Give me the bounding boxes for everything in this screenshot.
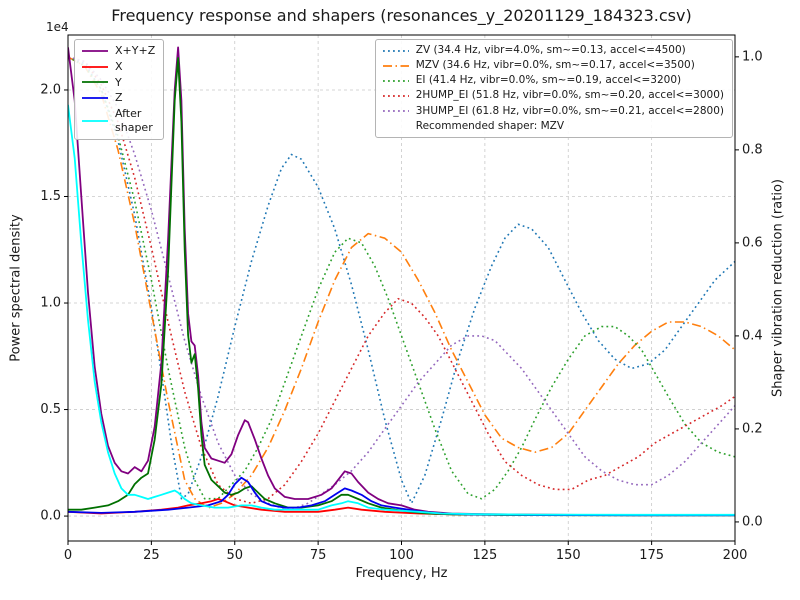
x-tick-label: 100 (389, 548, 414, 563)
y-left-tick-label: 0.0 (40, 509, 61, 524)
zv-line-swatch (382, 49, 409, 52)
legend-label-2hump-ei: 2HUMP_EI (51.8 Hz, vibr=0.0%, sm~=0.20, … (415, 89, 724, 102)
legend-item-x-plus-y-plus-z: X+Y+Z (81, 44, 155, 58)
series-x-plus-y-plus-z (68, 46, 735, 516)
3hump-ei-line-swatch (382, 110, 409, 112)
after-shaper-line-swatch (82, 119, 108, 122)
psd-legend: X+Y+Z X Y Z After shaper (74, 39, 165, 140)
y-right-tick-label: 1.0 (742, 49, 763, 64)
legend-label-z: Z (115, 91, 123, 105)
recommended-shaper-note: Recommended shaper: MZV (415, 119, 565, 132)
y-left-tick-label: 1.0 (40, 296, 61, 311)
legend-item-recommended-shaper: Recommended shaper: MZV (382, 120, 724, 133)
2hump-ei-line-swatch (382, 95, 409, 97)
legend-label-zv: ZV (34.4 Hz, vibr=4.0%, sm~=0.13, accel<… (415, 44, 686, 56)
series-after-shaper (68, 104, 735, 516)
y-right-tick-label: 0.8 (742, 142, 763, 157)
x-tick-label: 75 (310, 548, 327, 563)
y-left-tick-label: 1.5 (40, 189, 61, 204)
y-axis-offset-label: 1e4 (46, 20, 69, 34)
x-tick-label: 150 (556, 548, 581, 563)
series-3hump-ei (68, 56, 735, 509)
series-y (68, 57, 735, 517)
x-plus-y-plus-z-line-swatch (82, 49, 108, 52)
legend-item-ei: EI (41.4 Hz, vibr=0.0%, sm~=0.19, accel<… (382, 74, 724, 87)
y-axis-label-left: Power spectral density (8, 214, 24, 362)
x-tick-label: 125 (472, 548, 497, 563)
z-line-swatch (82, 97, 108, 100)
shaper-legend: ZV (34.4 Hz, vibr=4.0%, sm~=0.13, accel<… (374, 39, 733, 138)
y-left-tick-label: 2.0 (40, 82, 61, 97)
chart-title: Frequency response and shapers (resonanc… (111, 6, 692, 25)
legend-label-x-plus-y-plus-z: X+Y+Z (115, 44, 156, 57)
legend-item-z: Z (81, 91, 155, 105)
x-tick-label: 50 (226, 548, 243, 563)
legend-item-3hump-ei: 3HUMP_EI (61.8 Hz, vibr=0.0%, sm~=0.21, … (382, 105, 724, 118)
legend-label-after-shaper: After shaper (115, 107, 153, 134)
legend-item-after-shaper: After shaper (81, 107, 155, 135)
y-right-tick-label: 0.0 (742, 514, 763, 529)
x-line-swatch (82, 65, 108, 68)
y-line-swatch (82, 81, 108, 84)
x-tick-label: 25 (143, 548, 160, 563)
legend-swatch-spacer (382, 126, 410, 127)
legend-item-x: X (81, 60, 155, 74)
y-left-tick-label: 0.5 (40, 402, 61, 417)
legend-item-mzv: MZV (34.6 Hz, vibr=0.0%, sm~=0.17, accel… (382, 59, 724, 72)
series-mzv (68, 56, 735, 509)
x-tick-label: 175 (639, 548, 664, 563)
x-axis-label: Frequency, Hz (355, 566, 448, 581)
legend-label-y: Y (115, 75, 122, 89)
y-right-tick-label: 0.6 (742, 235, 763, 250)
y-right-tick-label: 0.4 (742, 328, 763, 343)
legend-label-x: X (115, 59, 123, 73)
legend-item-2hump-ei: 2HUMP_EI (51.8 Hz, vibr=0.0%, sm~=0.20, … (382, 89, 724, 102)
y-axis-label-right: Shaper vibration reduction (ratio) (770, 179, 786, 397)
legend-item-y: Y (81, 76, 155, 90)
ei-line-swatch (382, 79, 409, 82)
x-tick-label: 0 (64, 548, 72, 563)
series-ei (68, 56, 735, 500)
x-tick-label: 200 (723, 548, 748, 563)
legend-label-mzv: MZV (34.6 Hz, vibr=0.0%, sm~=0.17, accel… (415, 59, 695, 72)
y-right-tick-label: 0.2 (742, 421, 763, 436)
legend-item-zv: ZV (34.4 Hz, vibr=4.0%, sm~=0.13, accel<… (382, 44, 724, 57)
mzv-line-swatch (382, 64, 409, 67)
series-zv (68, 56, 735, 505)
legend-label-ei: EI (41.4 Hz, vibr=0.0%, sm~=0.19, accel<… (415, 74, 682, 87)
legend-label-3hump-ei: 3HUMP_EI (61.8 Hz, vibr=0.0%, sm~=0.21, … (415, 104, 724, 117)
